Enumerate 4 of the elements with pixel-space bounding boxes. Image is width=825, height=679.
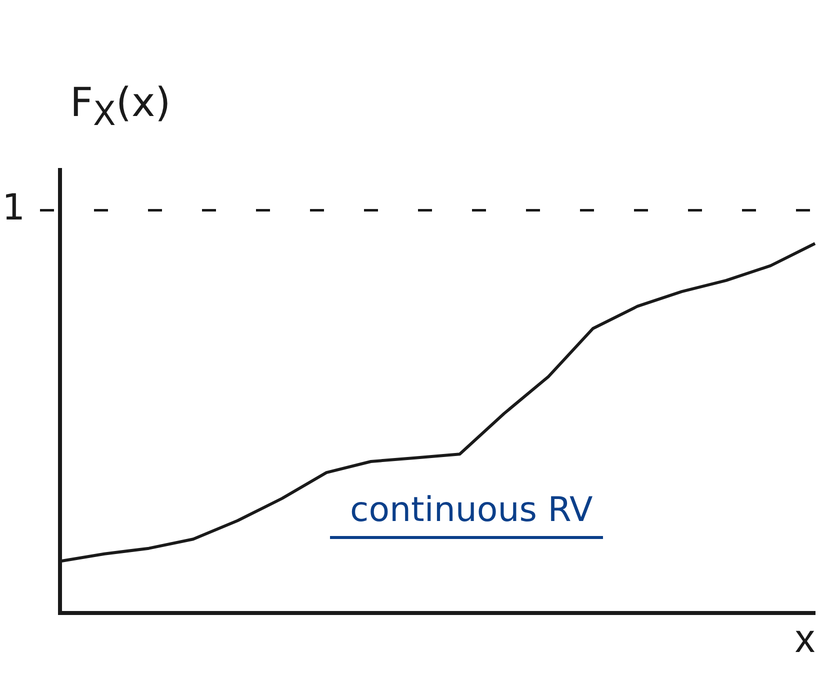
x-axis-title: x: [795, 617, 815, 662]
ref-line-label: 1: [2, 188, 25, 229]
annotation: continuous RV: [330, 490, 603, 539]
y-axis-title: F$_{X}$(x): [70, 80, 171, 133]
